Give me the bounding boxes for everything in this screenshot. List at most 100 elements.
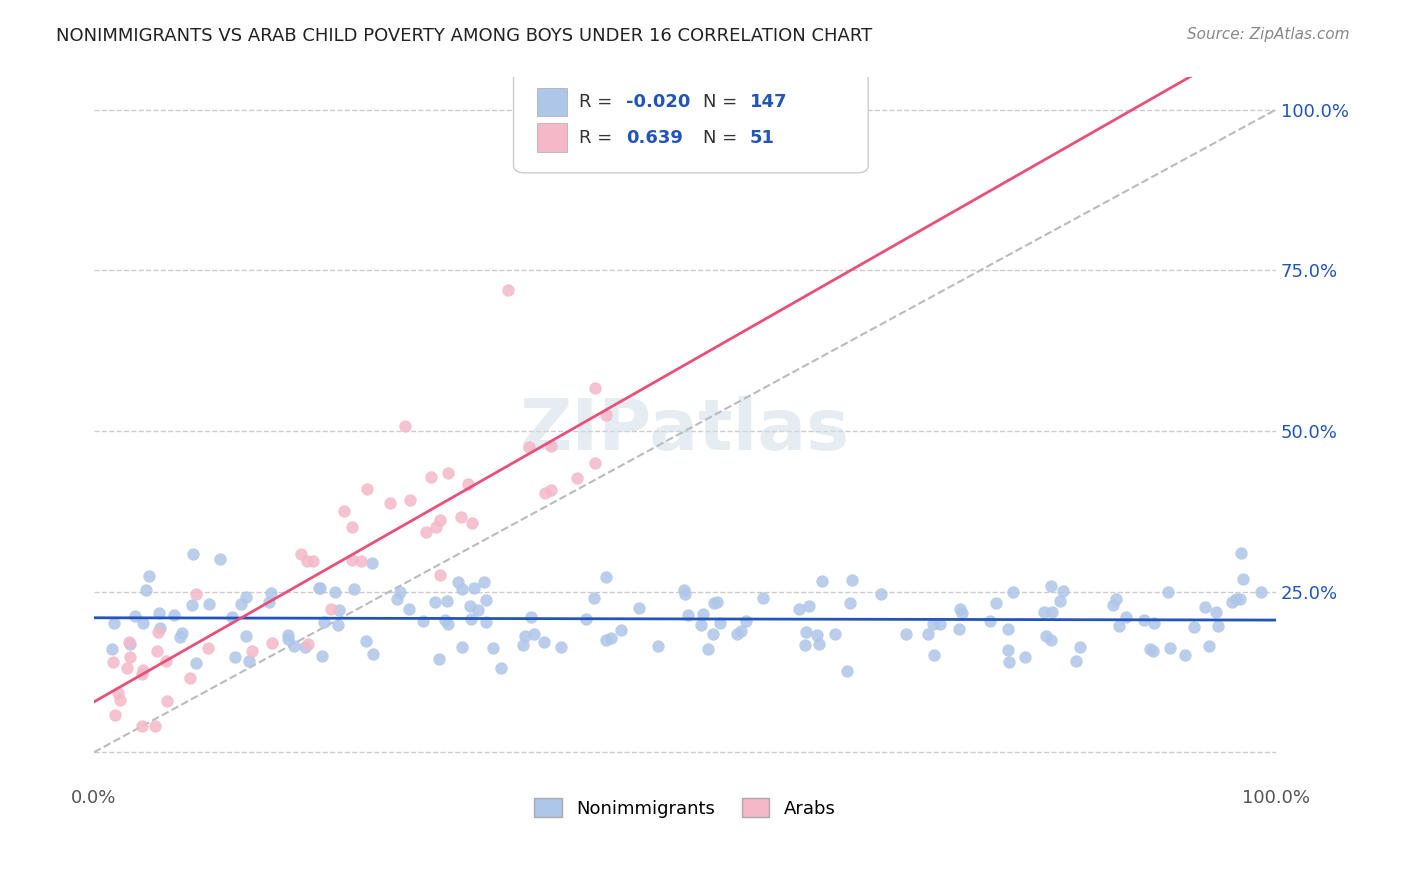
Point [451,582,474,597]
Point [706,595,728,609]
Point [997,643,1019,657]
Point [1198,639,1220,653]
Point [1173,648,1195,663]
Point [181,598,204,612]
Point [839,596,862,610]
Point [312,615,335,630]
Point [1105,592,1128,607]
Point [155,654,177,668]
Point [308,581,330,595]
Point [1139,642,1161,657]
Point [429,568,451,582]
Point [482,641,505,656]
Point [350,554,373,568]
Point [415,524,437,539]
Point [458,599,481,614]
Point [389,585,412,599]
Point [917,626,939,640]
Point [583,381,606,395]
Point [321,601,343,615]
Point [197,641,219,656]
Point [423,595,446,609]
Point [512,638,534,652]
Point [138,569,160,583]
Point [595,570,617,584]
Point [181,547,204,561]
Point [238,654,260,668]
Point [101,641,124,656]
Point [436,617,458,632]
Point [1049,593,1071,607]
Point [198,597,221,611]
Point [103,616,125,631]
Point [1157,585,1180,599]
Text: R =: R = [578,128,623,146]
Point [342,520,364,534]
Point [447,575,470,590]
Point [692,607,714,621]
Point [835,665,858,679]
Point [1229,592,1251,607]
Point [343,582,366,596]
Point [1035,630,1057,644]
Point [295,554,318,568]
Point [696,641,718,656]
Point [179,671,201,685]
Text: 147: 147 [749,93,787,112]
Point [104,708,127,723]
Point [475,593,498,607]
Point [290,547,312,561]
Point [628,601,651,615]
FancyBboxPatch shape [537,88,567,116]
Point [565,470,588,484]
Point [425,519,447,533]
Point [1039,579,1062,593]
Point [1229,546,1251,560]
Point [794,638,817,652]
Point [806,628,828,642]
Point [277,628,299,642]
Point [124,609,146,624]
Point [146,624,169,639]
Point [399,493,422,508]
Point [924,648,946,662]
Point [520,609,543,624]
Point [209,551,232,566]
Point [427,651,450,665]
Text: -0.020: -0.020 [626,93,690,112]
Point [131,719,153,733]
Point [922,617,945,632]
Point [277,632,299,646]
Point [824,627,846,641]
Point [1040,632,1063,647]
Point [260,636,283,650]
Point [1052,583,1074,598]
Point [257,595,280,609]
Point [550,640,572,654]
Point [1232,572,1254,586]
Point [709,616,731,631]
Point [1014,650,1036,665]
Text: ZIPatlas: ZIPatlas [520,396,851,466]
Point [583,591,606,605]
Point [610,623,633,637]
Point [1159,641,1181,656]
Point [787,602,810,616]
Point [950,607,973,621]
Point [575,612,598,626]
Point [676,608,699,623]
Point [115,661,138,675]
Point [235,590,257,604]
Point [132,663,155,677]
Point [118,637,141,651]
Point [184,656,207,670]
Point [929,617,952,632]
Text: N =: N = [703,93,742,112]
Point [870,587,893,601]
Point [841,573,863,587]
Point [457,477,479,491]
Point [394,419,416,434]
Point [107,686,129,700]
Point [533,634,555,648]
Point [145,644,167,658]
